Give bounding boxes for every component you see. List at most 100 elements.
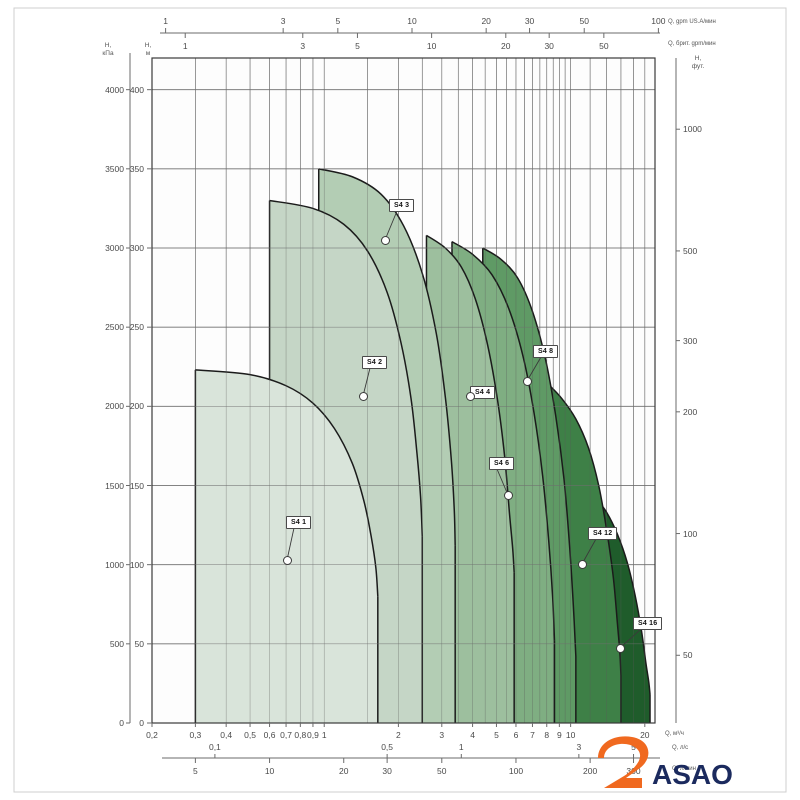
x-tick-lmin-5: 5 (193, 766, 198, 776)
x-tick-ls-0,5: 0,5 (381, 742, 394, 752)
y-tick-m-0: 0 (139, 718, 144, 728)
series-label-s4-16[interactable]: S4 16 (633, 617, 663, 630)
x-tick-lmin-200: 200 (583, 766, 598, 776)
y-tick-ft-200: 200 (683, 406, 698, 417)
axis-unit-usgpm: Q, gpm US.A/мин (668, 19, 716, 25)
x-tick-lmin-30: 30 (382, 766, 392, 776)
axis-title-kpa: H, кПа (102, 42, 114, 58)
watermark-logo: ASAO (596, 736, 796, 794)
x-tick-m3h-0,5: 0,5 (244, 730, 256, 740)
x-tick-impgpm-3: 3 (300, 41, 306, 51)
y-tick-kpa-2000: 2000 (105, 401, 124, 412)
y-tick-kpa-1000: 1000 (105, 559, 124, 570)
x-tick-m3h-0,6: 0,6 (263, 730, 276, 740)
axis-unit-ls: Q, л/с (672, 745, 689, 751)
series-label-s4-1[interactable]: S4 1 (286, 516, 312, 529)
series-marker-s4-3[interactable] (381, 236, 390, 245)
y-tick-m-250: 250 (129, 322, 144, 333)
y-tick-ft-100: 100 (683, 528, 698, 539)
x-tick-m3h-0,2: 0,2 (146, 730, 158, 740)
x-tick-m3h-5: 5 (494, 730, 499, 740)
series-marker-s4-16[interactable] (616, 644, 625, 653)
x-tick-lmin-20: 20 (339, 766, 349, 776)
x-tick-usgpm-30: 30 (524, 16, 535, 26)
axis-title-ft: H, фут. (691, 55, 705, 71)
y-tick-ft-300: 300 (683, 335, 698, 346)
y-tick-ft-1000: 1000 (683, 124, 702, 135)
series-label-s4-4[interactable]: S4 4 (470, 386, 496, 399)
x-tick-m3h-1: 1 (321, 730, 327, 740)
series-marker-s4-1[interactable] (283, 556, 292, 565)
y-tick-kpa-3500: 3500 (105, 163, 124, 174)
y-tick-m-100: 100 (129, 559, 144, 570)
x-tick-ls-1: 1 (458, 742, 464, 752)
y-tick-kpa-1500: 1500 (105, 480, 124, 491)
x-tick-impgpm-30: 30 (544, 41, 554, 51)
x-tick-m3h-0,3: 0,3 (189, 730, 202, 740)
series-marker-s4-2[interactable] (359, 392, 368, 401)
x-tick-usgpm-3: 3 (280, 16, 286, 26)
x-tick-impgpm-50: 50 (599, 41, 609, 51)
x-tick-lmin-10: 10 (264, 766, 275, 776)
series-label-s4-3[interactable]: S4 3 (389, 199, 415, 212)
x-tick-impgpm-20: 20 (501, 41, 511, 51)
x-tick-m3h-3: 3 (439, 730, 445, 740)
y-tick-m-350: 350 (129, 163, 144, 174)
series-marker-s4-4[interactable] (466, 392, 475, 401)
y-tick-kpa-500: 500 (109, 638, 124, 649)
x-tick-usgpm-1: 1 (163, 16, 168, 26)
axis-unit-m3h: Q, м³/ч (665, 731, 684, 737)
y-tick-m-300: 300 (129, 243, 144, 253)
y-tick-ft-50: 50 (683, 650, 693, 661)
series-curves (194, 168, 651, 724)
series-label-s4-2[interactable]: S4 2 (362, 356, 388, 369)
y-tick-kpa-4000: 4000 (105, 84, 124, 95)
x-tick-usgpm-20: 20 (481, 16, 491, 26)
x-tick-impgpm-5: 5 (355, 41, 360, 51)
y-tick-m-200: 200 (129, 401, 144, 412)
x-tick-m3h-6: 6 (513, 730, 519, 740)
series-marker-s4-8[interactable] (523, 377, 532, 386)
x-tick-m3h-20: 20 (640, 730, 650, 740)
y-tick-ft-500: 500 (683, 245, 698, 256)
x-tick-impgpm-10: 10 (426, 41, 437, 51)
series-label-s4-6[interactable]: S4 6 (489, 457, 515, 470)
y-tick-kpa-0: 0 (119, 718, 124, 728)
series-label-s4-12[interactable]: S4 12 (588, 527, 618, 540)
x-tick-m3h-0,4: 0,4 (220, 730, 233, 740)
logo-graphic: ASAO (598, 736, 733, 790)
x-tick-m3h-9: 9 (556, 730, 562, 740)
x-tick-m3h-0,9: 0,9 (307, 730, 319, 740)
x-tick-m3h-0,8: 0,8 (294, 730, 307, 740)
series-label-s4-8[interactable]: S4 8 (533, 345, 559, 358)
x-tick-m3h-2: 2 (396, 730, 401, 740)
axis-title-m: H, м (144, 42, 152, 58)
x-tick-ls-5: 5 (631, 742, 636, 752)
x-tick-m3h-7: 7 (530, 730, 535, 740)
x-tick-m3h-0,7: 0,7 (280, 730, 292, 740)
logo-orange-2 (598, 736, 649, 788)
y-tick-m-50: 50 (134, 638, 144, 649)
x-tick-ls-3: 3 (576, 742, 582, 752)
y-tick-kpa-3000: 3000 (105, 243, 124, 253)
x-tick-lmin-100: 100 (508, 766, 524, 776)
x-tick-ls-0,1: 0,1 (208, 742, 221, 752)
x-tick-m3h-8: 8 (544, 730, 550, 740)
x-tick-usgpm-100: 100 (651, 16, 666, 26)
x-tick-m3h-10: 10 (565, 730, 576, 740)
x-tick-lmin-50: 50 (437, 766, 447, 776)
logo-wordmark: ASAO (652, 759, 733, 790)
axis-unit-impgpm: Q, брит. gpm/мин (668, 41, 716, 47)
x-tick-usgpm-5: 5 (335, 16, 341, 26)
y-tick-m-400: 400 (129, 84, 144, 95)
axis-unit-lmin: Q, л/мин (672, 766, 696, 772)
y-tick-m-150: 150 (129, 480, 144, 491)
series-marker-s4-6[interactable] (504, 491, 513, 500)
y-tick-kpa-2500: 2500 (105, 322, 124, 333)
series-marker-s4-12[interactable] (578, 560, 587, 569)
x-tick-usgpm-10: 10 (407, 16, 417, 26)
